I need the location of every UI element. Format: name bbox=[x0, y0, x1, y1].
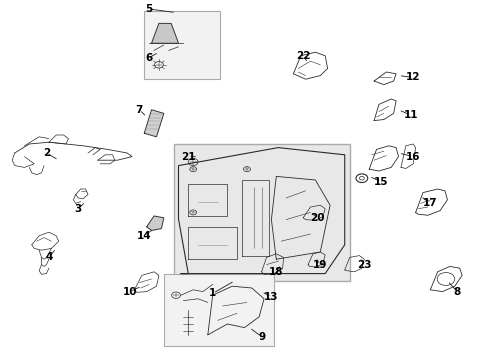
Polygon shape bbox=[146, 216, 163, 230]
Text: 6: 6 bbox=[145, 53, 152, 63]
Polygon shape bbox=[144, 110, 163, 137]
Text: 13: 13 bbox=[264, 292, 278, 302]
Text: 2: 2 bbox=[43, 148, 50, 158]
Text: 8: 8 bbox=[453, 287, 460, 297]
Text: 18: 18 bbox=[268, 267, 283, 277]
Text: 11: 11 bbox=[403, 110, 417, 120]
Text: 3: 3 bbox=[75, 204, 81, 214]
Bar bbox=[144, 11, 220, 79]
Text: 22: 22 bbox=[295, 51, 310, 61]
Text: 15: 15 bbox=[373, 177, 388, 187]
Text: 20: 20 bbox=[310, 213, 325, 223]
Text: 17: 17 bbox=[422, 198, 437, 208]
Text: 7: 7 bbox=[135, 105, 143, 115]
Text: 10: 10 bbox=[122, 287, 137, 297]
Text: 12: 12 bbox=[405, 72, 420, 82]
Bar bbox=[173, 144, 349, 281]
Text: 16: 16 bbox=[405, 152, 420, 162]
Polygon shape bbox=[151, 23, 178, 43]
Text: 14: 14 bbox=[137, 231, 151, 241]
Text: 9: 9 bbox=[258, 332, 264, 342]
Text: 23: 23 bbox=[356, 260, 371, 270]
Text: 19: 19 bbox=[312, 260, 327, 270]
Text: 5: 5 bbox=[145, 4, 152, 14]
Text: 4: 4 bbox=[45, 252, 53, 262]
Text: 1: 1 bbox=[209, 288, 216, 298]
Text: 21: 21 bbox=[181, 152, 195, 162]
Bar bbox=[163, 274, 273, 346]
